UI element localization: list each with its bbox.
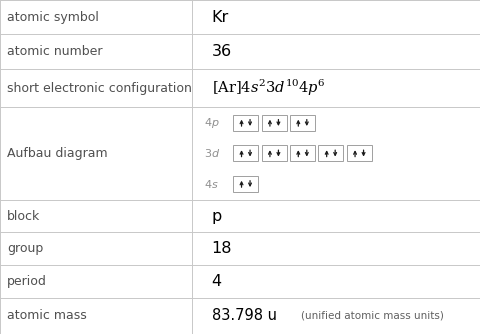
Text: (unified atomic mass units): (unified atomic mass units) [300, 311, 443, 321]
Text: Aufbau diagram: Aufbau diagram [7, 147, 108, 160]
Text: 4: 4 [211, 274, 221, 289]
Text: 18: 18 [211, 241, 232, 256]
Text: period: period [7, 275, 47, 288]
Text: atomic symbol: atomic symbol [7, 11, 99, 24]
Text: block: block [7, 209, 40, 222]
Text: $4\mathit{s}$: $4\mathit{s}$ [204, 178, 218, 190]
Text: Kr: Kr [211, 10, 228, 25]
Bar [318, 145, 343, 161]
Text: short electronic configuration: short electronic configuration [7, 81, 192, 95]
Text: $[\mathrm{Ar}]4s^{2}3d^{10}4p^{6}$: $[\mathrm{Ar}]4s^{2}3d^{10}4p^{6}$ [211, 78, 324, 98]
Bar [346, 145, 371, 161]
Text: p: p [211, 208, 221, 223]
Bar [289, 145, 314, 161]
Bar [261, 115, 286, 131]
Text: atomic number: atomic number [7, 45, 103, 58]
Text: $4\mathit{p}$: $4\mathit{p}$ [204, 116, 219, 130]
Bar [233, 145, 258, 161]
Text: group: group [7, 242, 43, 255]
Text: 36: 36 [211, 44, 231, 59]
Bar [261, 145, 286, 161]
Text: $3\mathit{d}$: $3\mathit{d}$ [204, 147, 220, 159]
Text: atomic mass: atomic mass [7, 309, 87, 322]
Text: 83.798 u: 83.798 u [211, 308, 276, 323]
Bar [289, 115, 314, 131]
Bar [233, 176, 258, 192]
Bar [233, 115, 258, 131]
